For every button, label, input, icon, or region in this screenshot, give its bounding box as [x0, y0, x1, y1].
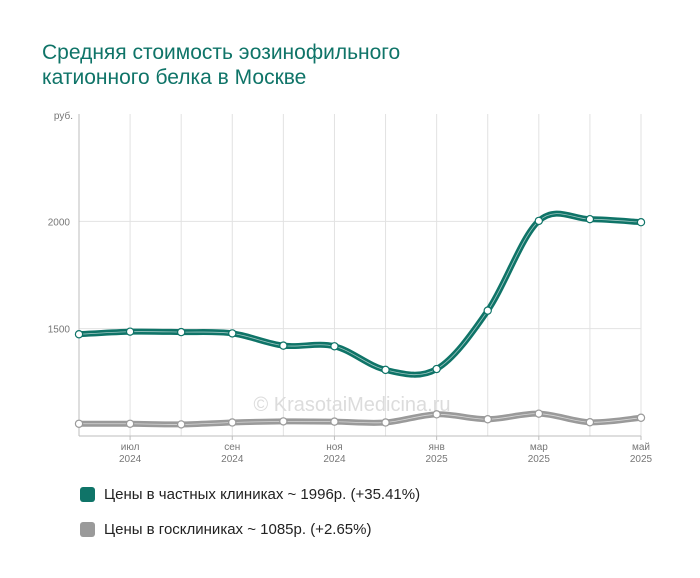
data-point-private	[125, 327, 135, 336]
data-point-private	[74, 330, 84, 339]
data-point-public	[125, 419, 135, 428]
y-axis-label: руб.	[54, 110, 73, 122]
x-tick-month: июл	[121, 442, 140, 453]
data-point-private	[483, 306, 492, 315]
legend-label-private: Цены в частных клиниках ~ 1996р. (+35.41…	[104, 486, 421, 503]
x-tick-year: 2024	[323, 454, 346, 465]
x-tick-month: сен	[224, 442, 240, 453]
data-point-public	[176, 420, 186, 429]
x-tick-month: ноя	[326, 442, 343, 453]
data-point-private	[228, 329, 237, 338]
legend-swatch-private	[80, 487, 95, 502]
data-point-public	[585, 418, 595, 427]
watermark: © KrasotaiMedicina.ru	[253, 394, 450, 416]
data-point-private	[176, 327, 186, 337]
series-line-highlight	[78, 213, 642, 376]
series-lines	[76, 210, 644, 428]
grid-lines	[78, 114, 642, 437]
data-point-public	[279, 417, 288, 426]
data-point-private	[381, 365, 390, 375]
y-tick-label: 2000	[48, 217, 71, 228]
x-tick-year: 2024	[119, 454, 142, 465]
data-point-private	[585, 214, 595, 224]
y-tick-label: 1500	[48, 325, 71, 336]
data-point-public	[228, 418, 237, 427]
data-point-private	[432, 364, 441, 374]
x-tick-year: 2025	[528, 454, 551, 465]
series-points	[74, 214, 646, 429]
chart-title-line-2: катионного белка в Москве	[42, 66, 307, 89]
chart-title: Средняя стоимость эозинофильного катионн…	[42, 40, 400, 90]
data-point-public	[432, 410, 441, 419]
x-tick-month: янв	[429, 442, 445, 453]
data-point-public	[74, 419, 84, 428]
legend-item-private[interactable]: Цены в частных клиниках ~ 1996р. (+35.41…	[80, 486, 420, 503]
legend-swatch-public	[80, 522, 95, 537]
data-point-public	[534, 409, 544, 418]
chart-title-line-1: Средняя стоимость эозинофильного	[42, 41, 401, 64]
data-point-public	[636, 413, 646, 422]
x-tick-year: 2024	[221, 454, 244, 465]
x-tick-year: 2025	[426, 454, 449, 465]
legend-item-public[interactable]: Цены в госклиниках ~ 1085р. (+2.65%)	[80, 521, 371, 538]
data-point-public	[330, 417, 339, 426]
data-point-private	[330, 342, 339, 351]
x-tick-year: 2025	[630, 454, 653, 465]
x-tick-labels: июл2024сен2024ноя2024янв2025мар2025май20…	[119, 436, 653, 465]
data-point-private	[279, 341, 288, 350]
data-point-private	[636, 217, 646, 227]
legend-label-public: Цены в госклиниках ~ 1085р. (+2.65%)	[104, 521, 372, 538]
series-line-private	[76, 210, 644, 378]
y-tick-labels: 2000 1500	[48, 217, 71, 335]
data-point-private	[534, 216, 544, 226]
data-point-public	[483, 415, 492, 424]
series-line-highlight	[78, 413, 642, 425]
x-tick-month: мар	[530, 442, 548, 453]
data-point-public	[381, 418, 390, 427]
x-tick-month: май	[632, 442, 650, 453]
